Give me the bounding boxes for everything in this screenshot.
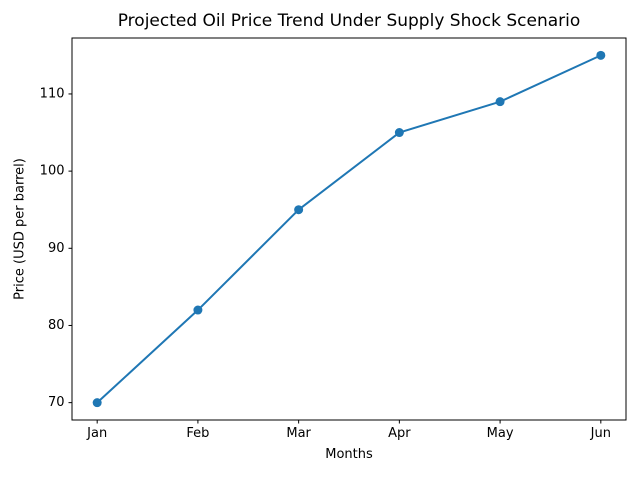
x-tick-label: May: [487, 426, 514, 441]
data-point-marker: [596, 50, 606, 60]
y-tick-label: 100: [40, 164, 65, 179]
data-point-marker: [495, 97, 505, 107]
plot-border: [71, 37, 627, 421]
y-tick-label: 70: [48, 395, 65, 410]
x-axis-label: Months: [325, 447, 373, 462]
data-point-marker: [394, 128, 404, 138]
y-tick-label: 80: [48, 318, 65, 333]
y-tick-label: 90: [48, 241, 65, 256]
x-tick-label: Jan: [86, 426, 107, 441]
x-tick-label: Apr: [388, 426, 411, 441]
chart-title: Projected Oil Price Trend Under Supply S…: [117, 11, 581, 31]
trend-line: [96, 54, 602, 404]
x-tick-label: Mar: [286, 426, 311, 441]
data-point-marker: [294, 205, 304, 215]
y-tick-label: 110: [40, 86, 65, 101]
x-tick-label: Jun: [590, 426, 611, 441]
data-point-marker: [92, 398, 102, 408]
data-point-marker: [193, 305, 203, 315]
x-tick-label: Feb: [186, 426, 209, 441]
